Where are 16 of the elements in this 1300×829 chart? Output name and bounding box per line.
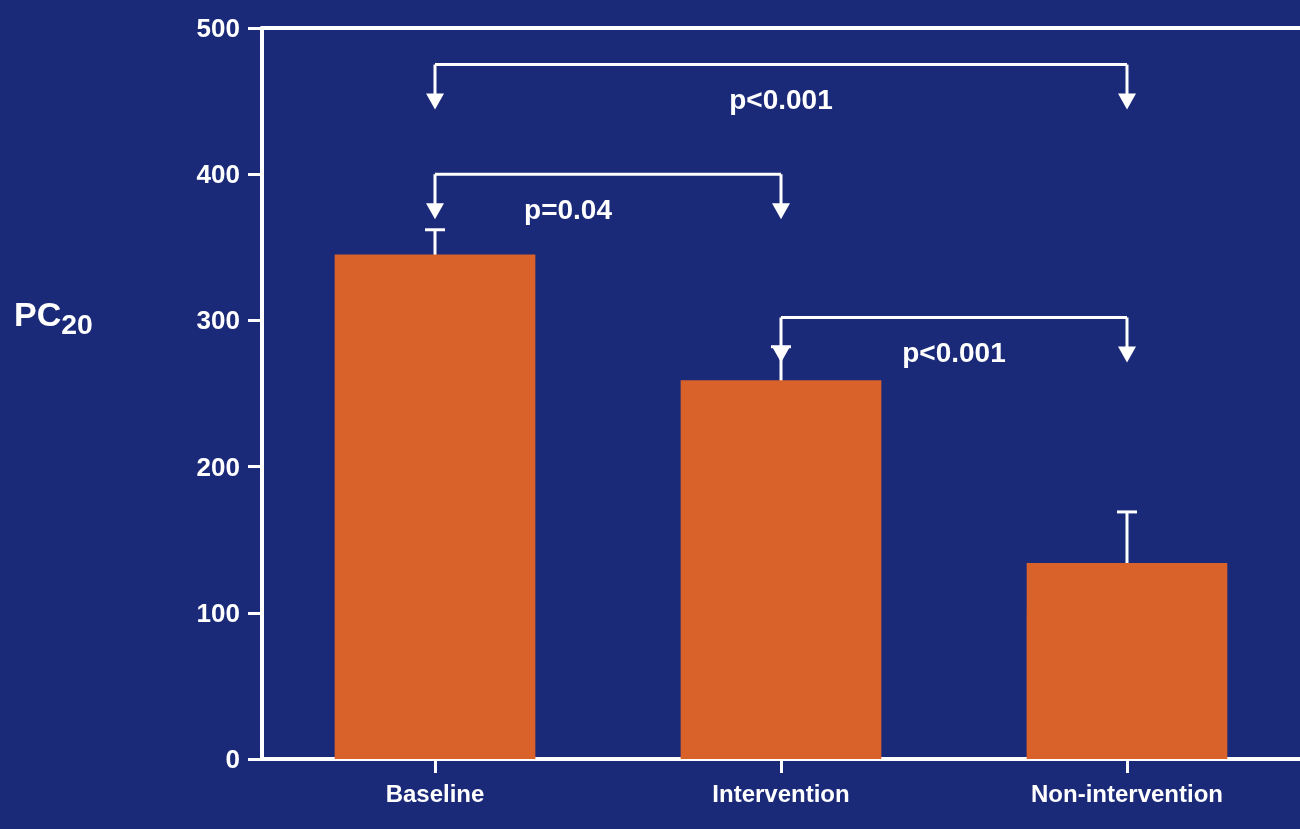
annotation: p<0.001	[729, 84, 833, 116]
annotation: p<0.001	[902, 336, 1006, 368]
y-tick-label: 100	[196, 597, 240, 628]
bar	[334, 254, 536, 759]
annotation: p=0.04	[524, 193, 613, 225]
x-tick-label: Non-intervention	[1031, 779, 1223, 807]
bar	[680, 380, 882, 759]
y-tick-label: 400	[196, 159, 240, 190]
y-axis-title: PC$_{20}$	[14, 294, 93, 342]
y-tick-label: 500	[196, 13, 240, 43]
y-tick-label: 300	[196, 305, 240, 336]
bar	[1026, 563, 1228, 759]
x-tick-label: Baseline	[385, 779, 485, 807]
y-tick-label: 200	[196, 451, 240, 482]
y-tick-label: 0	[225, 744, 240, 774]
x-tick-label: Intervention	[712, 779, 850, 807]
